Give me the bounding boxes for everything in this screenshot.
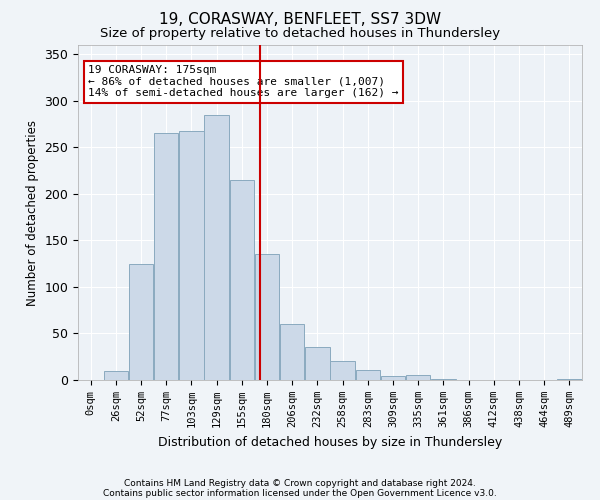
Bar xyxy=(255,254,279,380)
Bar xyxy=(230,180,254,380)
Bar xyxy=(154,134,178,380)
Y-axis label: Number of detached properties: Number of detached properties xyxy=(26,120,39,306)
Bar xyxy=(431,379,455,380)
Text: Contains public sector information licensed under the Open Government Licence v3: Contains public sector information licen… xyxy=(103,489,497,498)
Bar xyxy=(406,376,430,380)
Bar xyxy=(331,362,355,380)
Bar xyxy=(205,115,229,380)
Bar xyxy=(104,370,128,380)
X-axis label: Distribution of detached houses by size in Thundersley: Distribution of detached houses by size … xyxy=(158,436,502,448)
Bar xyxy=(356,370,380,380)
Text: Contains HM Land Registry data © Crown copyright and database right 2024.: Contains HM Land Registry data © Crown c… xyxy=(124,478,476,488)
Text: 19, CORASWAY, BENFLEET, SS7 3DW: 19, CORASWAY, BENFLEET, SS7 3DW xyxy=(159,12,441,28)
Bar xyxy=(280,324,304,380)
Bar xyxy=(179,130,203,380)
Bar xyxy=(557,379,581,380)
Text: Size of property relative to detached houses in Thundersley: Size of property relative to detached ho… xyxy=(100,28,500,40)
Text: 19 CORASWAY: 175sqm
← 86% of detached houses are smaller (1,007)
14% of semi-det: 19 CORASWAY: 175sqm ← 86% of detached ho… xyxy=(88,65,398,98)
Bar xyxy=(381,376,405,380)
Bar xyxy=(305,348,329,380)
Bar xyxy=(129,264,153,380)
